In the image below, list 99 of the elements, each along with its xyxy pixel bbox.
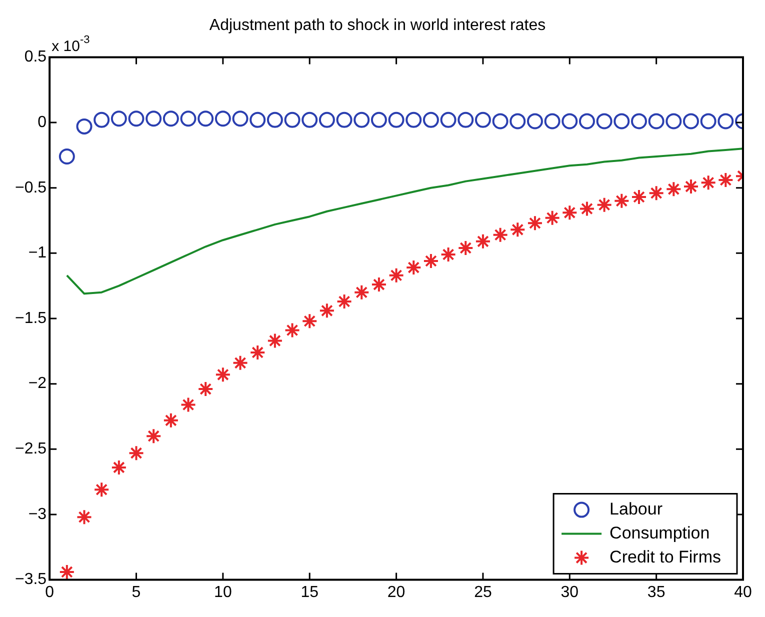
point	[198, 381, 214, 398]
point	[336, 294, 352, 310]
point	[94, 482, 110, 498]
point	[510, 113, 526, 130]
point	[128, 445, 144, 462]
point	[492, 113, 508, 130]
point	[162, 110, 179, 127]
point	[492, 226, 508, 243]
point	[526, 113, 543, 130]
point	[578, 113, 595, 130]
point	[718, 113, 734, 130]
y-tick-label: 0.5	[24, 48, 47, 66]
point	[544, 113, 560, 130]
point	[94, 112, 110, 128]
point	[58, 148, 75, 164]
y-tick-label: 0	[38, 114, 47, 131]
point	[284, 322, 300, 338]
y-tick-label: −0.5	[14, 179, 47, 196]
point	[354, 112, 370, 128]
y-tick-label: −1	[28, 244, 47, 262]
point	[180, 396, 196, 413]
point	[370, 112, 387, 128]
point	[406, 112, 422, 128]
x-tick-label: 5	[132, 584, 141, 601]
point	[562, 204, 578, 221]
point	[284, 112, 300, 128]
point	[214, 110, 231, 127]
point	[630, 113, 647, 130]
point	[128, 110, 144, 127]
point	[700, 113, 716, 130]
point	[388, 267, 404, 284]
point	[422, 112, 439, 128]
point	[614, 113, 630, 130]
x-tick-label: 40	[734, 584, 752, 601]
x-tick-label: 10	[214, 584, 232, 601]
point	[146, 428, 162, 444]
point	[110, 459, 127, 476]
point	[458, 240, 474, 256]
point	[266, 112, 283, 128]
point	[370, 276, 387, 293]
point	[422, 253, 439, 270]
point	[526, 215, 543, 232]
point	[266, 332, 283, 349]
point	[76, 509, 92, 526]
point	[302, 313, 318, 330]
point	[596, 196, 612, 213]
legend-label: Credit to Firms	[610, 547, 722, 566]
point	[318, 302, 335, 319]
point	[302, 112, 318, 128]
point	[544, 210, 560, 226]
point	[110, 110, 127, 127]
point	[648, 113, 664, 130]
legend-label: Consumption	[610, 523, 710, 542]
x-tick-label: 25	[474, 584, 492, 601]
chart-title: Adjustment path to shock in world interest rates	[209, 17, 546, 34]
point	[682, 113, 699, 130]
point	[76, 118, 92, 134]
point	[474, 112, 491, 128]
point	[440, 246, 456, 262]
point	[318, 112, 335, 128]
point	[666, 181, 682, 198]
point	[232, 110, 248, 127]
legend-label: Labour	[610, 499, 663, 518]
point	[440, 112, 456, 128]
point	[58, 564, 75, 580]
point	[198, 110, 214, 127]
point	[162, 412, 179, 428]
point	[214, 366, 231, 383]
point	[458, 112, 474, 128]
point	[596, 113, 612, 130]
point	[562, 113, 578, 130]
point	[146, 110, 162, 127]
point	[354, 284, 370, 300]
x-tick-label: 35	[647, 584, 666, 601]
x-tick-label: 15	[300, 584, 319, 601]
point	[666, 113, 682, 130]
point	[700, 174, 716, 191]
point	[510, 222, 526, 238]
y-tick-label: −3	[28, 506, 47, 523]
y-tick-label: −2.5	[14, 440, 47, 458]
y-tick-label: −1.5	[14, 310, 47, 327]
point	[250, 112, 266, 128]
point	[630, 188, 647, 205]
point	[614, 192, 630, 209]
point	[180, 110, 196, 127]
point	[718, 172, 734, 188]
point	[648, 185, 664, 202]
y-tick-label: −2	[28, 375, 47, 392]
y-tick-label: −3.5	[14, 571, 47, 588]
point	[232, 354, 248, 371]
point	[578, 200, 595, 217]
point	[474, 233, 491, 250]
x-tick-label: 30	[560, 584, 579, 601]
point	[682, 178, 699, 195]
point	[250, 344, 266, 360]
point	[388, 112, 404, 128]
point	[406, 260, 422, 276]
point	[336, 112, 352, 128]
x-tick-label: 20	[387, 584, 406, 601]
